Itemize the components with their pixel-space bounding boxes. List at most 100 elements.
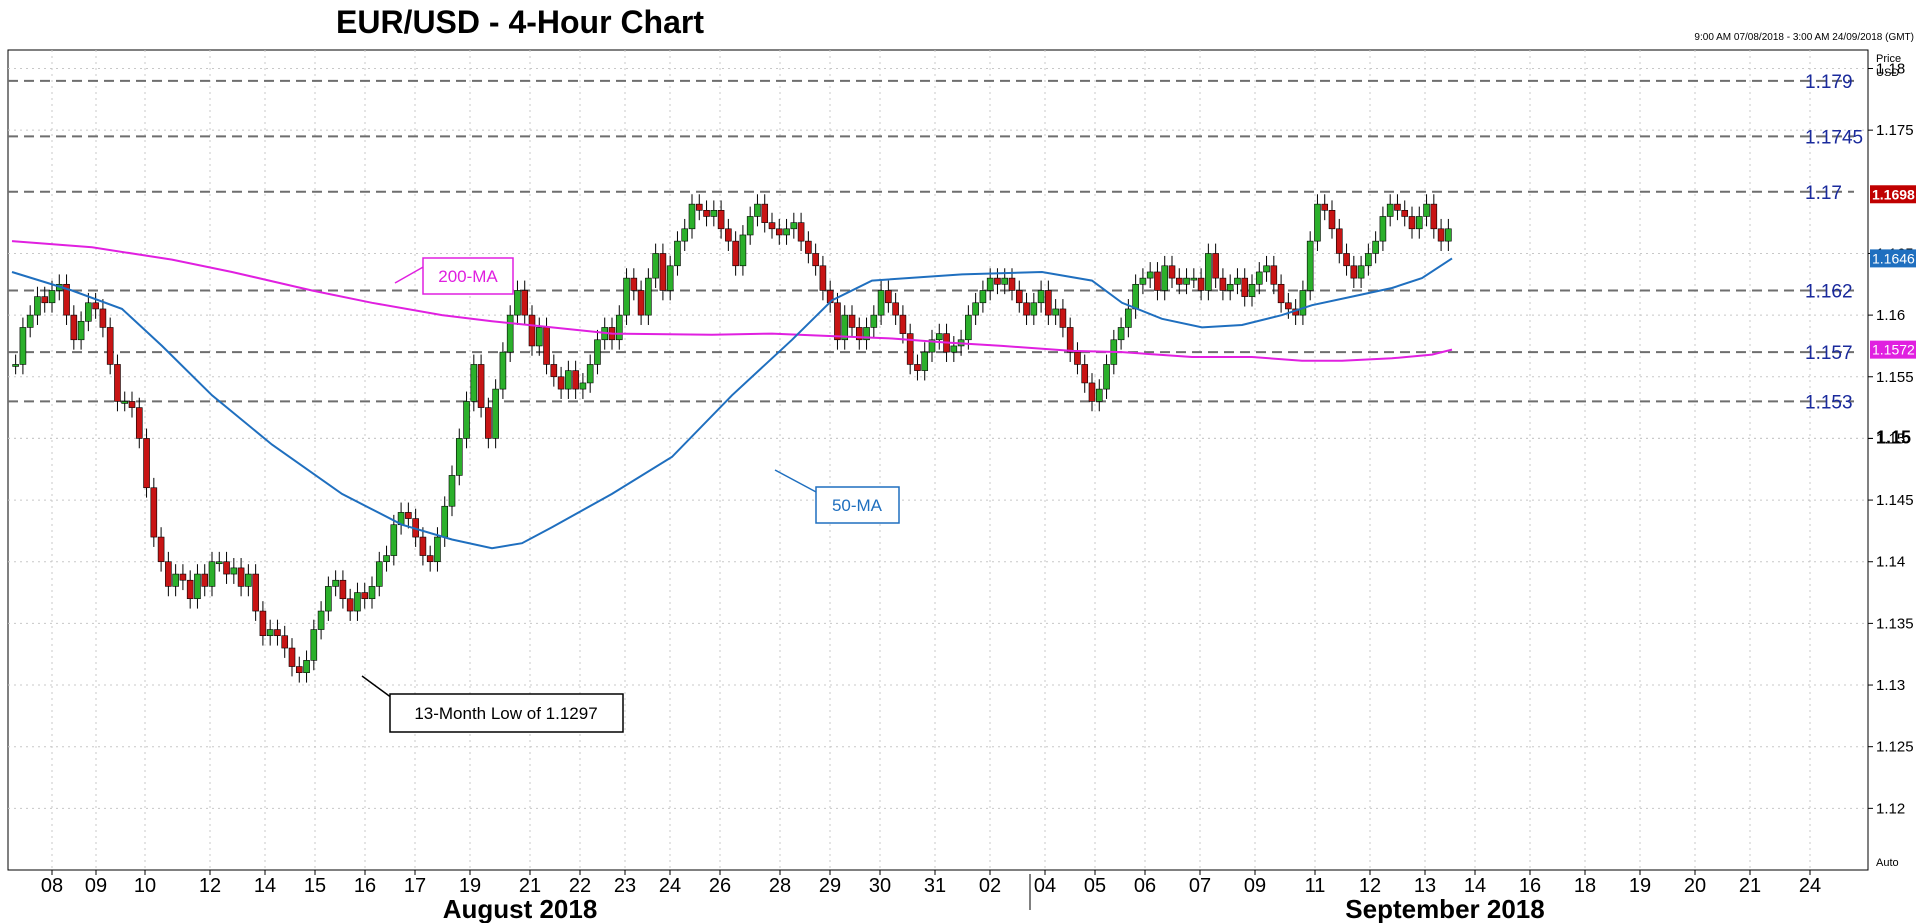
candle-body-down [805,240,812,254]
candle-body-down [405,512,412,519]
candle-body-up [1226,283,1234,291]
candle-body-up [928,339,936,353]
candle-body-up [1372,240,1379,254]
candle-body-down [1270,265,1278,285]
moving-averages [11,240,1453,550]
candle-body-down [41,296,49,304]
candle-body-down [1081,364,1089,384]
candle-body-down [543,327,550,365]
candle-body-up [1125,308,1132,328]
y-tick-label: 1.14 [1876,554,1905,571]
candle-body-down [1285,302,1292,310]
x-tick-label: 06 [1134,875,1156,897]
candle-body-up [1357,265,1365,279]
candle-body-up [77,320,85,341]
candle-body-up [921,351,929,371]
candle-body-down [703,210,710,217]
x-tick-label: 05 [1084,875,1106,897]
candle-body-up [1095,388,1103,402]
candle-body-down [550,364,558,378]
candle-body-up [1117,327,1125,341]
candle-body-up [935,333,943,341]
candle-body-down [797,222,805,242]
candle-body-up [215,561,223,565]
y-tick-label: 1.18 [1876,60,1905,77]
candle-body-down [99,308,107,328]
candle-body-down [725,228,732,242]
ma50-callout-box [815,486,900,524]
candle-body-down [659,253,667,291]
y-tick-label: 1.135 [1876,615,1914,632]
x-tick-label: 28 [769,875,791,897]
y-tick-label: 1.145 [1876,492,1914,509]
x-tick-label: 11 [1305,875,1326,897]
x-tick-label: 14 [254,875,276,897]
candle-body-up [383,555,390,563]
candle-body-up [492,388,499,439]
candle-body-down [1394,203,1401,211]
x-month-label: September 2018 [1345,894,1544,923]
candle-body-down [1175,277,1183,285]
candle-body-down [1335,228,1343,254]
candle-body-down [812,253,819,267]
candle-body-up [1139,277,1147,285]
candle-body-up [85,302,92,322]
candle-body-up [565,370,572,390]
candle-body-up [441,505,449,538]
candle-body-up [1263,265,1270,273]
candle-body-up [1161,265,1169,291]
candle-body-up [870,314,878,328]
candle-body-up [434,536,441,563]
candle-body-up [1234,277,1241,285]
candle-body-up [1183,277,1190,285]
x-tick-label: 30 [869,875,891,897]
candle-body-down [1015,290,1023,304]
candle-body-down [106,327,114,365]
ma200-callout-label: 200-MA [438,267,498,286]
candle-body-down [1197,277,1205,291]
candle-body-down [1343,253,1350,267]
candle-body-down [637,290,645,316]
candle-body-up [754,203,761,217]
x-tick-label: 21 [519,875,541,897]
x-tick-label: 24 [1799,875,1821,897]
candle-body-down [165,561,172,587]
candle-body-up [1146,271,1154,279]
y-tick-label: 1.175 [1876,122,1914,139]
candle-body-up [1190,277,1198,281]
candle-body-up [746,216,754,236]
candle-body-down [477,364,485,408]
candle-body-up [1255,271,1263,285]
candle-body-down [848,314,856,328]
candle-body-down [1059,308,1067,328]
candle-body-up [594,339,601,365]
x-tick-label: 19 [459,875,481,897]
candle-body-down [914,364,921,371]
y-tick-label: 1.125 [1876,739,1914,756]
candle-body-up [535,327,543,347]
candle-body-down [259,610,267,637]
x-tick-label: 02 [979,875,1001,897]
y-tick-label: 1.15 [1876,427,1911,447]
candle-body-up [34,296,41,316]
candle-body-down [1212,253,1219,279]
candle-body-down [557,376,565,390]
x-tick-label: 12 [1359,875,1381,897]
candle-body-down [1219,277,1227,291]
candle-body-up [26,314,34,328]
candle-body-up [986,277,994,291]
candle-body-down [732,240,739,267]
candle-body-up [1103,364,1110,390]
ma200-line [11,240,1453,362]
candle-body-up [208,561,216,587]
x-tick-label: 16 [354,875,376,897]
candle-body-up [688,203,696,230]
candle-body-up [1445,228,1452,242]
candle-body-down [361,592,369,600]
candle-body-up [681,228,689,242]
x-tick-label: 31 [924,875,946,897]
candle-body-down [114,364,121,402]
level-label: 1.162 [1805,281,1853,302]
ma50-callout-line [774,469,819,494]
candle-body-down [1430,203,1438,230]
